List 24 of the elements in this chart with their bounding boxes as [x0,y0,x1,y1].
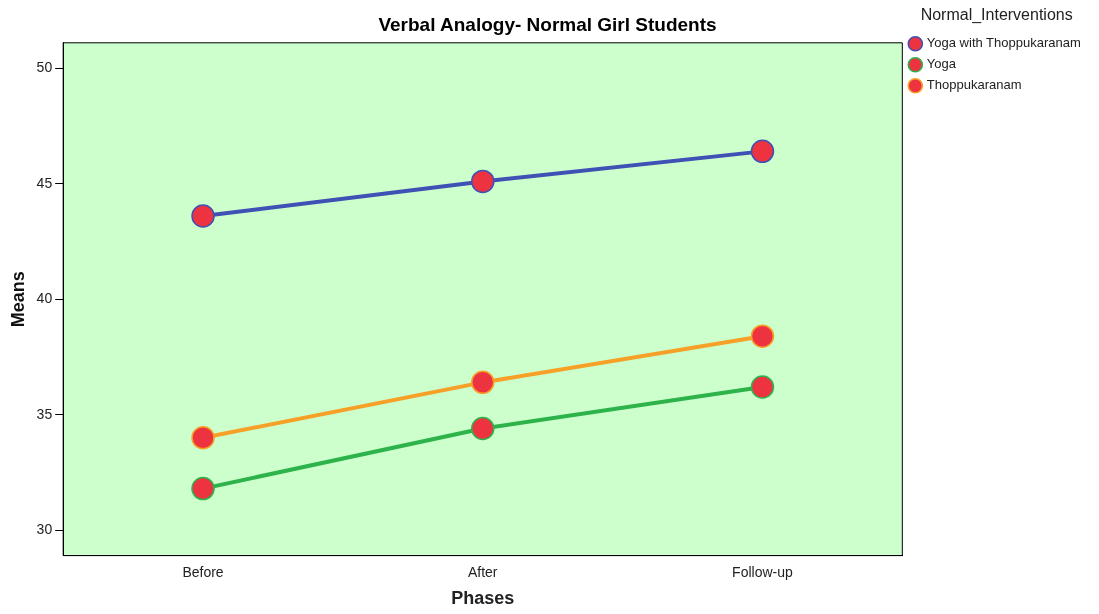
legend-label: Yoga [926,56,957,72]
point [191,476,215,501]
point [471,169,495,194]
x-tick-label: After [467,563,498,580]
point [191,426,215,450]
y-tick-label: 40 [36,290,53,307]
point [471,370,495,395]
legend-title: Normal_Interventions [920,6,1073,25]
chart-title: Verbal Analogy- Normal Girl Students [378,13,717,35]
y-tick-label: 35 [36,405,53,422]
point [471,416,495,441]
y-tick-label: 30 [36,521,53,538]
y-tick-label: 50 [36,59,53,76]
y-tick-label: 45 [36,174,53,191]
y-axis-title: Means [7,271,28,328]
point [750,139,775,164]
point [750,324,775,348]
legend-label: Yoga with Thoppukaranam [926,35,1081,51]
x-tick-label: Follow-up [732,563,794,580]
x-axis-title: Phases [451,588,515,609]
point [191,204,215,228]
legend-label: Thoppukaranam [926,77,1022,93]
point [750,375,775,399]
x-tick-label: Before [182,563,224,580]
